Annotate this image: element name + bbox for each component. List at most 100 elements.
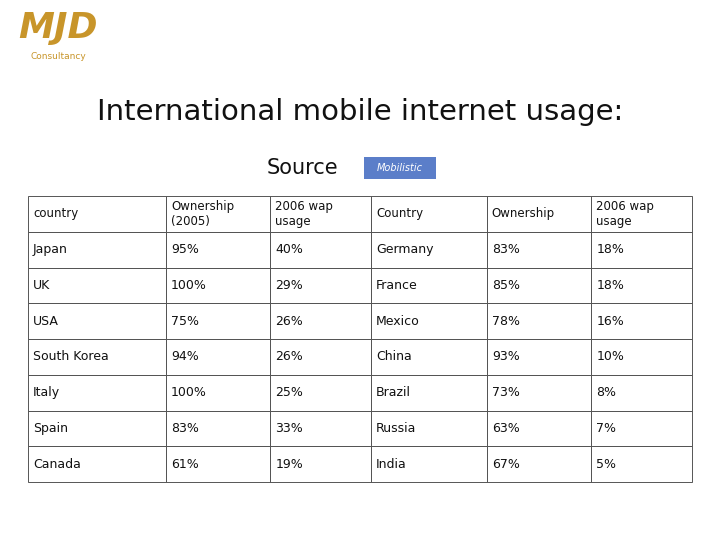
Bar bbox=[372, 267, 487, 303]
Bar bbox=[372, 446, 487, 482]
Text: 100%: 100% bbox=[171, 386, 207, 399]
Bar bbox=[166, 446, 271, 482]
Bar bbox=[28, 232, 166, 267]
Text: 100%: 100% bbox=[171, 279, 207, 292]
Bar bbox=[591, 410, 692, 446]
Bar bbox=[487, 375, 591, 410]
Text: Brazil: Brazil bbox=[376, 386, 411, 399]
Bar bbox=[28, 446, 166, 482]
Bar bbox=[372, 410, 487, 446]
Text: South Korea: South Korea bbox=[33, 350, 109, 363]
Text: 83%: 83% bbox=[171, 422, 199, 435]
Bar bbox=[166, 375, 271, 410]
Bar bbox=[271, 267, 372, 303]
Text: 19%: 19% bbox=[276, 457, 303, 471]
Bar bbox=[487, 339, 591, 375]
Text: 33%: 33% bbox=[276, 422, 303, 435]
Bar bbox=[28, 303, 166, 339]
Bar bbox=[591, 267, 692, 303]
Bar bbox=[271, 446, 372, 482]
Bar bbox=[166, 267, 271, 303]
Text: China: China bbox=[376, 350, 412, 363]
Text: France: France bbox=[376, 279, 418, 292]
Bar bbox=[487, 303, 591, 339]
Text: 40%: 40% bbox=[276, 243, 303, 256]
Text: Japan: Japan bbox=[33, 243, 68, 256]
Text: 25%: 25% bbox=[276, 386, 303, 399]
Text: Ownership: Ownership bbox=[492, 207, 555, 220]
Text: Germany: Germany bbox=[376, 243, 433, 256]
Text: Source: Source bbox=[266, 158, 338, 178]
Bar bbox=[591, 303, 692, 339]
Text: Canada: Canada bbox=[33, 457, 81, 471]
Text: Russia: Russia bbox=[376, 422, 417, 435]
Text: 95%: 95% bbox=[171, 243, 199, 256]
Text: 29%: 29% bbox=[276, 279, 303, 292]
Bar bbox=[166, 232, 271, 267]
Bar bbox=[591, 196, 692, 232]
Text: Spain: Spain bbox=[33, 422, 68, 435]
Bar bbox=[591, 446, 692, 482]
Text: 2006 wap
usage: 2006 wap usage bbox=[276, 200, 333, 228]
Bar bbox=[271, 232, 372, 267]
Text: 67%: 67% bbox=[492, 457, 520, 471]
Text: 78%: 78% bbox=[492, 315, 520, 328]
Bar bbox=[271, 339, 372, 375]
Bar bbox=[166, 303, 271, 339]
Text: 5%: 5% bbox=[596, 457, 616, 471]
Text: Mexico: Mexico bbox=[376, 315, 420, 328]
Text: International mobile internet usage:: International mobile internet usage: bbox=[97, 98, 623, 126]
Bar bbox=[28, 196, 166, 232]
Text: 10%: 10% bbox=[596, 350, 624, 363]
Text: India: India bbox=[376, 457, 407, 471]
Bar bbox=[28, 339, 166, 375]
Bar bbox=[28, 375, 166, 410]
Bar bbox=[271, 410, 372, 446]
Bar bbox=[487, 410, 591, 446]
Text: MJD: MJD bbox=[18, 11, 97, 45]
Bar bbox=[271, 303, 372, 339]
Text: 94%: 94% bbox=[171, 350, 199, 363]
Bar bbox=[28, 267, 166, 303]
Text: Italy: Italy bbox=[33, 386, 60, 399]
Text: 16%: 16% bbox=[596, 315, 624, 328]
Text: ©2006 MJD Consultancy Ltd: ©2006 MJD Consultancy Ltd bbox=[570, 517, 698, 525]
Text: Ownership
(2005): Ownership (2005) bbox=[171, 200, 234, 228]
Text: Country: Country bbox=[376, 207, 423, 220]
Bar bbox=[271, 196, 372, 232]
Bar bbox=[487, 232, 591, 267]
Bar bbox=[372, 232, 487, 267]
Text: 75%: 75% bbox=[171, 315, 199, 328]
Text: 7%: 7% bbox=[596, 422, 616, 435]
Text: country: country bbox=[33, 207, 78, 220]
Text: 26%: 26% bbox=[276, 350, 303, 363]
Text: USA: USA bbox=[33, 315, 59, 328]
Bar bbox=[372, 303, 487, 339]
Text: 61%: 61% bbox=[171, 457, 199, 471]
Text: 18%: 18% bbox=[596, 243, 624, 256]
Bar bbox=[372, 339, 487, 375]
Bar bbox=[487, 446, 591, 482]
Bar bbox=[166, 339, 271, 375]
Bar bbox=[372, 196, 487, 232]
Bar bbox=[166, 410, 271, 446]
Text: 26%: 26% bbox=[276, 315, 303, 328]
Bar bbox=[166, 196, 271, 232]
Text: 8%: 8% bbox=[596, 386, 616, 399]
Bar bbox=[591, 339, 692, 375]
Text: Mobilistic: Mobilistic bbox=[377, 163, 423, 173]
Text: UK: UK bbox=[33, 279, 50, 292]
Bar bbox=[591, 232, 692, 267]
Bar bbox=[271, 375, 372, 410]
Text: 18%: 18% bbox=[596, 279, 624, 292]
Text: 2006 wap
usage: 2006 wap usage bbox=[596, 200, 654, 228]
Text: 93%: 93% bbox=[492, 350, 520, 363]
Bar bbox=[487, 196, 591, 232]
Text: 83%: 83% bbox=[492, 243, 520, 256]
Bar bbox=[372, 375, 487, 410]
Bar bbox=[487, 267, 591, 303]
Bar bbox=[28, 410, 166, 446]
Text: 63%: 63% bbox=[492, 422, 520, 435]
Text: 85%: 85% bbox=[492, 279, 520, 292]
Bar bbox=[591, 375, 692, 410]
